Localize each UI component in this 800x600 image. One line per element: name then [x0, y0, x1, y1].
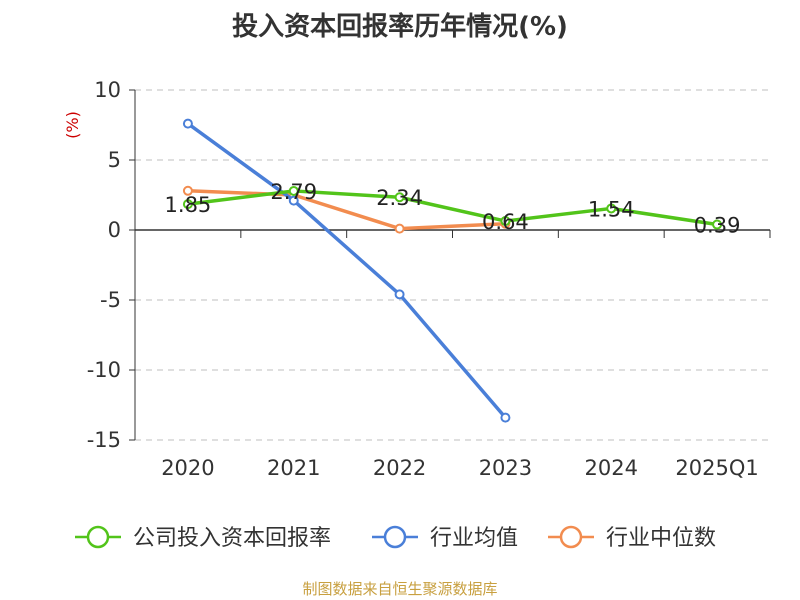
- x-tick-label: 2024: [585, 456, 638, 480]
- legend-label: 公司投入资本回报率: [133, 526, 331, 551]
- data-label: 1.85: [165, 193, 212, 217]
- data-point[interactable]: [500, 216, 511, 227]
- series-layer: [182, 118, 723, 423]
- source-note: 制图数据来自恒生聚源数据库: [302, 580, 498, 598]
- x-tick-label: 2020: [161, 456, 214, 480]
- legend-label: 行业均值: [430, 526, 518, 551]
- grid-layer: [135, 89, 770, 441]
- series-line: [187, 189, 506, 231]
- x-tick-label: 2021: [267, 456, 320, 480]
- data-label: 1.54: [588, 197, 635, 221]
- y-tick-label: -5: [100, 288, 121, 312]
- data-point[interactable]: [182, 199, 193, 210]
- legend-marker-icon: [559, 525, 583, 549]
- y-tick-label: -10: [87, 358, 121, 382]
- data-point[interactable]: [182, 118, 193, 129]
- legend-marker-icon: [383, 525, 407, 549]
- legend-item[interactable]: 公司投入资本回报率: [75, 525, 331, 551]
- chart-title: 投入资本回报率历年情况(%): [232, 12, 568, 42]
- data-point[interactable]: [500, 412, 511, 423]
- data-label: 2.34: [376, 186, 423, 210]
- data-point[interactable]: [394, 192, 405, 203]
- data-point[interactable]: [394, 289, 405, 300]
- data-point[interactable]: [712, 219, 723, 230]
- data-point[interactable]: [394, 223, 405, 234]
- y-tick-label: 0: [108, 218, 121, 242]
- y-tick-label: 5: [108, 148, 121, 172]
- y-axis-title: (%): [63, 111, 82, 139]
- series-line: [187, 189, 718, 227]
- data-point[interactable]: [288, 195, 299, 206]
- data-point[interactable]: [182, 185, 193, 196]
- legend-item[interactable]: 行业中位数: [548, 525, 716, 551]
- data-label-layer: 1.85 2.79 2.34 0.64 1.54 0.39: [165, 180, 741, 238]
- data-label: 0.39: [694, 214, 741, 238]
- axis-layer: 10 5 0 -5 -10 -15 2020 2021 2022 2023 2024 2025Q1: [87, 78, 771, 480]
- series-line: [186, 122, 507, 419]
- x-tick-label: 2023: [479, 456, 532, 480]
- legend-marker-icon: [86, 525, 110, 549]
- legend-item[interactable]: 行业均值: [372, 525, 518, 551]
- x-tick-label: 2025Q1: [675, 456, 758, 480]
- y-tick-label: 10: [94, 78, 121, 102]
- data-label: 0.64: [482, 210, 529, 234]
- legend-label: 行业中位数: [606, 526, 716, 551]
- data-point[interactable]: [288, 185, 299, 196]
- legend[interactable]: 公司投入资本回报率 行业均值 行业中位数: [75, 525, 716, 551]
- data-label: 2.79: [270, 180, 317, 204]
- y-tick-label: -15: [87, 428, 121, 452]
- x-tick-label: 2022: [373, 456, 426, 480]
- data-point[interactable]: [606, 203, 617, 214]
